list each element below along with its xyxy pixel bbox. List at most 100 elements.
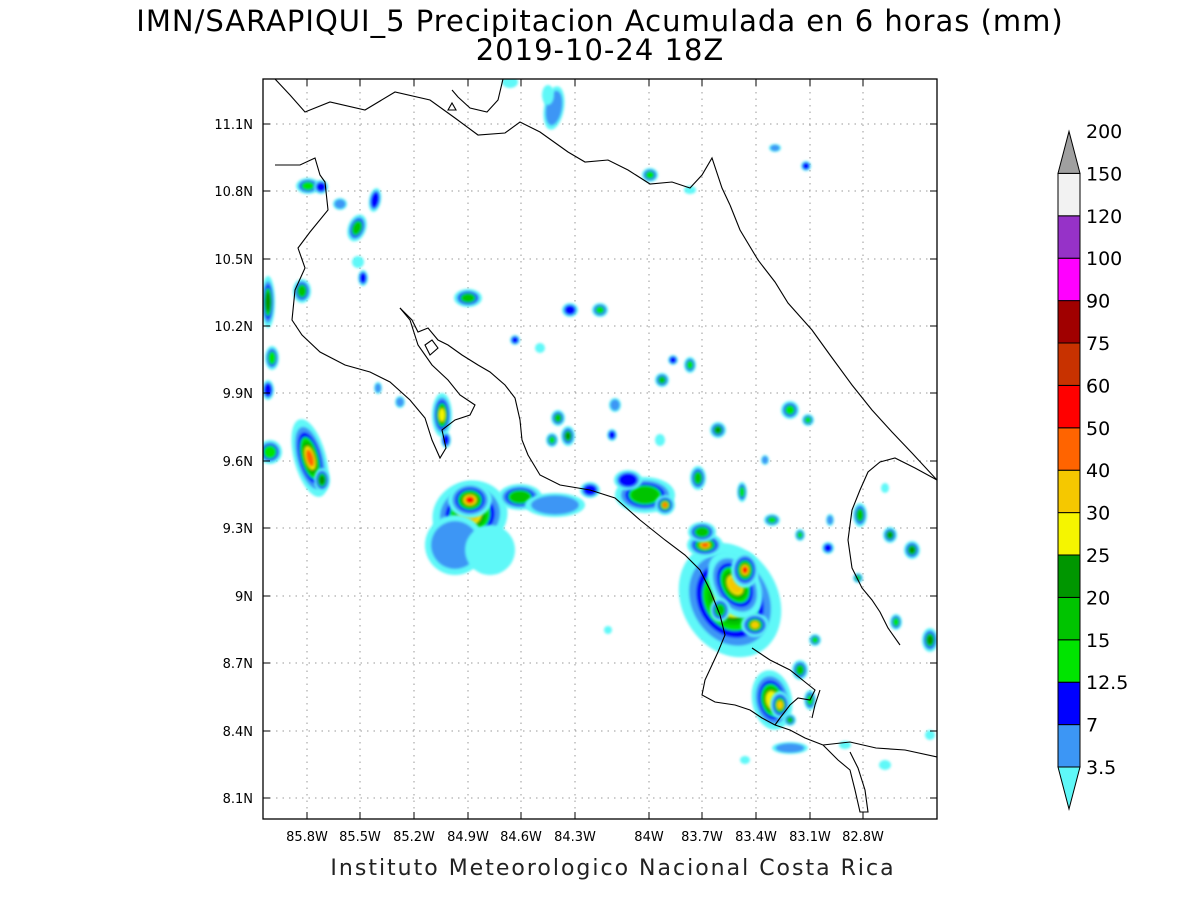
lat-tick-label: 9.3N (223, 522, 253, 537)
precip-cell (853, 503, 867, 527)
lat-tick-label: 8.4N (223, 725, 253, 740)
precip-cell (792, 660, 808, 680)
lon-tick-label: 84W (634, 830, 664, 845)
lon-tick-label: 84.9W (447, 830, 489, 845)
lat-tick-label: 8.7N (223, 657, 253, 672)
precip-cell (296, 178, 320, 194)
precip-cell (655, 434, 665, 446)
precip-cell (614, 470, 642, 490)
precip-cell (592, 303, 608, 317)
colorbar-high-arrow (1057, 129, 1081, 174)
precip-cell (347, 214, 367, 242)
precip-cell (609, 398, 621, 412)
precip-cell (293, 279, 311, 303)
precip-cell (731, 552, 759, 588)
colorbar-label: 100 (1086, 248, 1122, 270)
colorbar-swatch (1057, 469, 1081, 514)
island-1 (424, 339, 439, 356)
precip-cell (465, 525, 515, 575)
precip-cell (502, 79, 518, 88)
nicaragua-coast (274, 79, 731, 206)
colorbar-swatch (1057, 681, 1081, 726)
precip-cell (684, 186, 696, 194)
caribbean-coast (729, 204, 937, 481)
precip-cell (642, 168, 658, 182)
colorbar-swatch (1057, 384, 1081, 429)
colorbar-label: 3.5 (1086, 757, 1116, 779)
coastline-borders (274, 79, 937, 813)
colorbar-swatch (1057, 172, 1081, 217)
panama-south (822, 741, 937, 758)
precip-cell (826, 514, 834, 526)
lon-tick-label: 82.8W (842, 830, 884, 845)
precip-cell (688, 522, 716, 542)
colorbar-label: 25 (1086, 545, 1110, 567)
colorbar-swatch (1057, 300, 1081, 344)
precip-cell (562, 303, 578, 317)
colorbar-swatch (1057, 427, 1081, 471)
pacific-coast-north (275, 157, 476, 460)
map-title: IMN/SARAPIQUI_5 Precipitacion Acumulada … (136, 4, 1064, 38)
lat-tick-label: 9.9N (223, 387, 253, 402)
colorbar-swatch (1057, 639, 1081, 683)
colorbar-label: 120 (1086, 206, 1122, 228)
precip-cell (374, 382, 382, 394)
precip-cell (770, 691, 790, 719)
lat-tick-label: 11.1N (214, 118, 253, 133)
precip-cell (561, 426, 575, 446)
precip-cell (358, 270, 368, 286)
precip-cell (764, 514, 780, 526)
precip-cell (737, 482, 747, 502)
precip-cell (263, 380, 274, 400)
precip-cell (904, 541, 920, 559)
lon-tick-label: 85.5W (339, 830, 381, 845)
colorbar-low-arrow (1057, 766, 1081, 811)
lon-tick-label: 84.3W (554, 830, 596, 845)
colorbar-label: 20 (1086, 587, 1110, 609)
precip-cell (448, 482, 492, 518)
precip-cell (263, 276, 275, 328)
colorbar-label: 150 (1086, 163, 1122, 185)
precip-cell (510, 335, 520, 345)
precip-cell (710, 422, 726, 438)
osa-peninsula (751, 647, 816, 726)
precip-cell (291, 419, 329, 497)
precip-cell (761, 455, 769, 465)
precip-cell (881, 483, 889, 493)
colorbar-label: 75 (1086, 333, 1110, 355)
precip-cell (542, 85, 554, 105)
precip-cell (879, 760, 891, 770)
precip-cell (890, 614, 902, 630)
colorbar-swatch (1057, 596, 1081, 641)
precip-cell (741, 613, 769, 637)
lat-tick-label: 9.6N (223, 455, 253, 470)
precip-cell (546, 433, 558, 447)
lat-tick-label: 10.8N (214, 185, 253, 200)
colorbar-label: 90 (1086, 291, 1110, 313)
precip-cell (432, 393, 452, 437)
nicoya-gulf (399, 307, 824, 746)
precip-cell (740, 756, 750, 764)
footer-credit: Instituto Meteorologico Nacional Costa R… (330, 856, 896, 881)
colorbar-swatch (1057, 724, 1081, 768)
precip-cell (604, 626, 612, 634)
precip-cell (314, 468, 330, 492)
map-subtitle: 2019-10-24 18Z (475, 33, 725, 67)
colorbar-label: 200 (1086, 121, 1122, 143)
precip-cell (551, 410, 565, 426)
colorbar-label: 12.5 (1086, 672, 1128, 694)
lat-tick-label: 10.2N (214, 320, 253, 335)
colorbar-swatch (1057, 215, 1081, 259)
precipitation-field (263, 79, 937, 770)
colorbar-swatch (1057, 342, 1081, 386)
precip-cell (535, 343, 545, 353)
map-frame (262, 78, 938, 820)
tambor (811, 689, 821, 719)
lake-island (447, 101, 457, 111)
precip-cell (822, 542, 834, 554)
precip-cell (333, 198, 347, 210)
precip-cell (801, 161, 811, 171)
lat-tick-label: 10.5N (214, 253, 253, 268)
axis-ticks: 11.1N 10.8N 10.5N 10.2N 9.9N 9.6N 9.3N 9N 8.7N 8.… (214, 79, 937, 845)
